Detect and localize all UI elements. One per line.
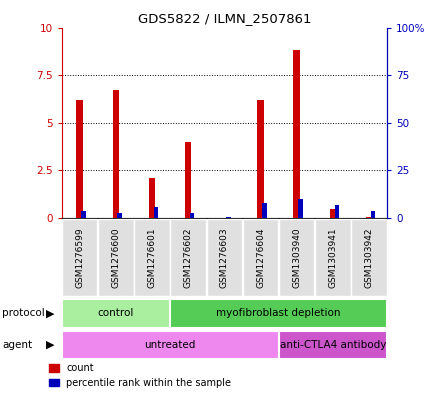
Text: agent: agent <box>2 340 32 350</box>
Bar <box>113 90 119 218</box>
FancyBboxPatch shape <box>315 219 351 296</box>
FancyBboxPatch shape <box>207 219 242 296</box>
Bar <box>366 217 372 218</box>
FancyBboxPatch shape <box>243 219 279 296</box>
Bar <box>334 205 339 218</box>
FancyBboxPatch shape <box>62 299 170 328</box>
FancyBboxPatch shape <box>279 219 315 296</box>
Text: myofibroblast depletion: myofibroblast depletion <box>216 309 341 318</box>
Bar <box>185 142 191 218</box>
Bar <box>190 213 194 218</box>
Bar <box>293 50 300 218</box>
Bar <box>117 213 122 218</box>
Text: GSM1303940: GSM1303940 <box>292 227 301 288</box>
Bar <box>262 203 267 218</box>
Bar <box>149 178 155 218</box>
Bar <box>154 207 158 218</box>
Text: ▶: ▶ <box>46 309 55 318</box>
Bar <box>371 211 375 218</box>
Text: ▶: ▶ <box>46 340 55 350</box>
FancyBboxPatch shape <box>170 299 387 328</box>
Text: GSM1276602: GSM1276602 <box>184 227 193 288</box>
FancyBboxPatch shape <box>98 219 134 296</box>
FancyBboxPatch shape <box>279 331 387 359</box>
Bar <box>257 100 264 218</box>
Bar <box>226 217 231 218</box>
Text: GSM1303942: GSM1303942 <box>365 227 374 288</box>
FancyBboxPatch shape <box>352 219 387 296</box>
Text: GSM1303941: GSM1303941 <box>328 227 337 288</box>
Title: GDS5822 / ILMN_2507861: GDS5822 / ILMN_2507861 <box>138 12 311 25</box>
Legend: count, percentile rank within the sample: count, percentile rank within the sample <box>49 363 231 388</box>
FancyBboxPatch shape <box>134 219 170 296</box>
Text: GSM1276599: GSM1276599 <box>75 227 84 288</box>
FancyBboxPatch shape <box>62 331 279 359</box>
Text: GSM1276601: GSM1276601 <box>147 227 157 288</box>
Bar <box>330 209 336 218</box>
Text: GSM1276603: GSM1276603 <box>220 227 229 288</box>
Text: GSM1276604: GSM1276604 <box>256 227 265 288</box>
Bar <box>77 100 83 218</box>
Bar <box>298 199 303 218</box>
Bar <box>81 211 86 218</box>
Text: control: control <box>98 309 134 318</box>
Text: untreated: untreated <box>144 340 196 350</box>
FancyBboxPatch shape <box>62 219 97 296</box>
FancyBboxPatch shape <box>170 219 206 296</box>
Text: anti-CTLA4 antibody: anti-CTLA4 antibody <box>280 340 386 350</box>
Text: GSM1276600: GSM1276600 <box>111 227 121 288</box>
Text: protocol: protocol <box>2 309 45 318</box>
